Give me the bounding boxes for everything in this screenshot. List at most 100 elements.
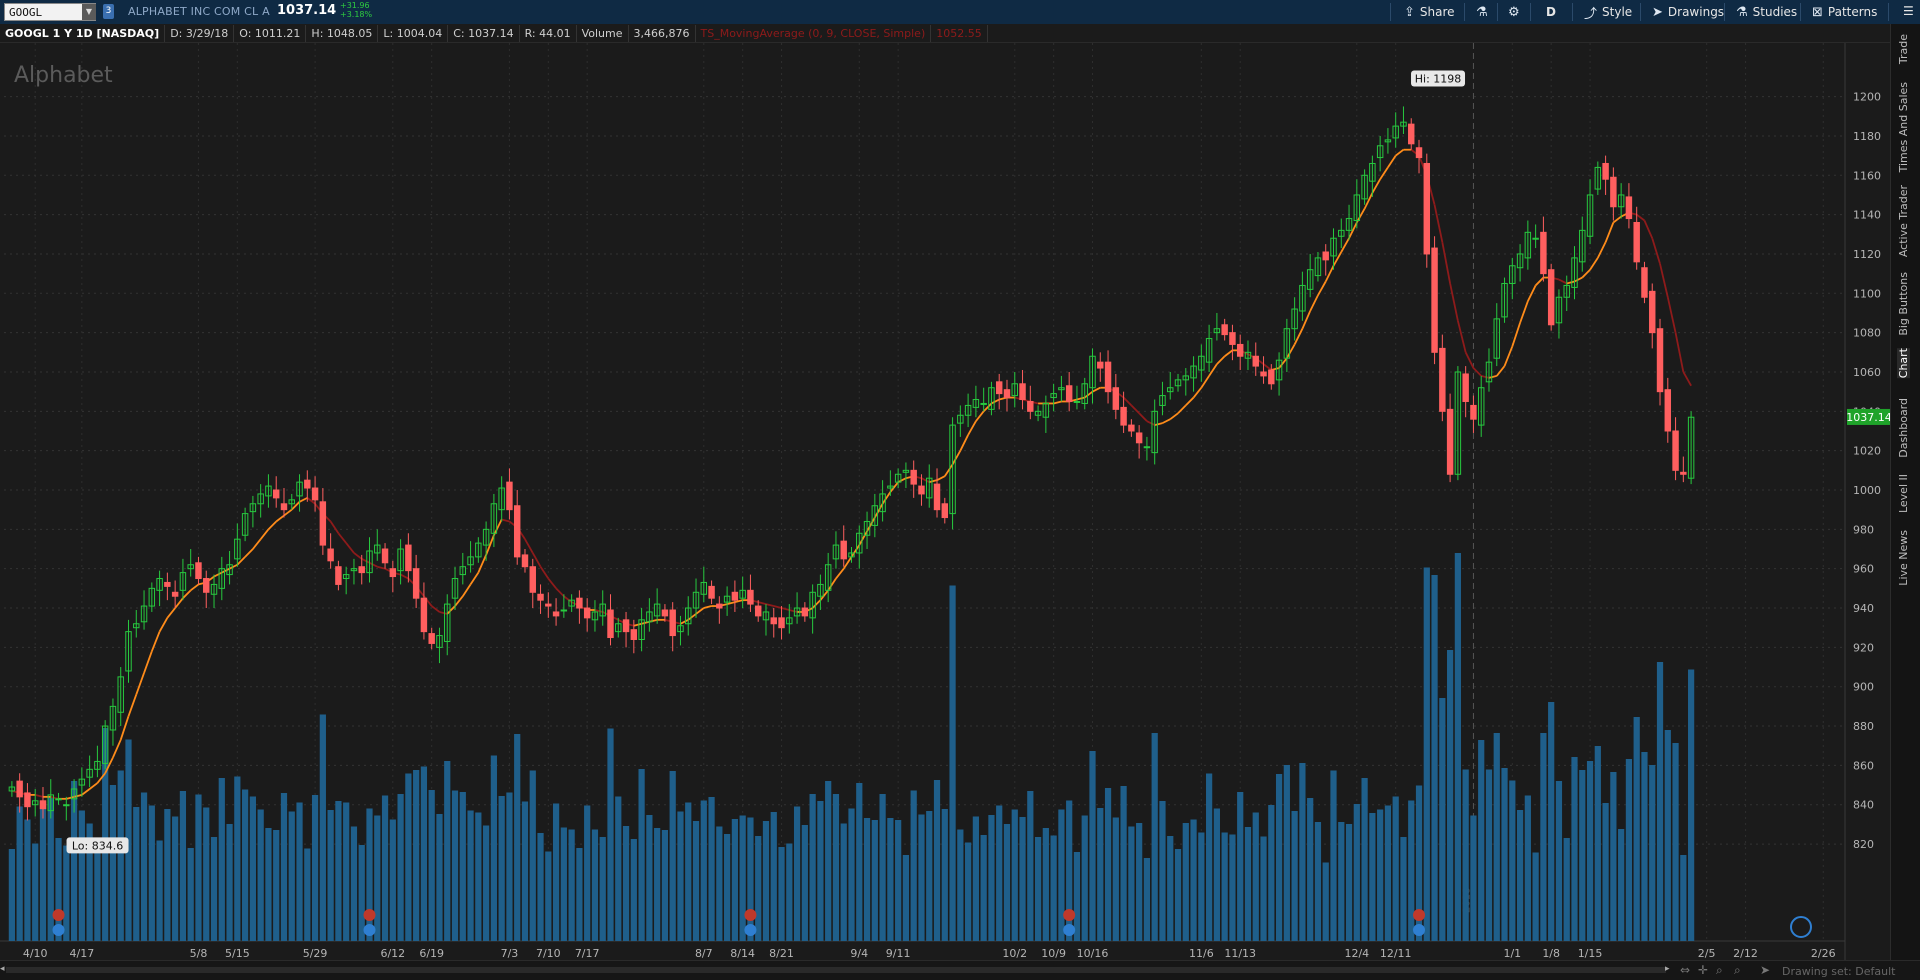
volume-bar — [1377, 809, 1384, 941]
candle-body — [210, 583, 218, 595]
price-tick-label: 1060 — [1853, 366, 1881, 379]
moving-average-segment — [446, 605, 456, 615]
study-label[interactable]: TS_MovingAverage (0, 9, CLOSE, Simple) — [696, 24, 932, 42]
candle-body — [716, 603, 723, 609]
candle-body — [1555, 296, 1563, 324]
last-price-tag-label: 1037.14 — [1846, 411, 1890, 424]
moving-average-segment — [1488, 375, 1497, 379]
volume-bar — [1579, 770, 1586, 941]
tab-live-news[interactable]: Live News — [1897, 530, 1910, 586]
candle-body — [1680, 471, 1687, 475]
volume-bar — [856, 783, 863, 941]
volume-bar — [55, 838, 62, 941]
link-color-icon[interactable]: 3 — [103, 4, 114, 19]
drawings-button[interactable]: ➤ Drawings — [1646, 2, 1730, 22]
zoom-icon[interactable]: ⌕ — [1716, 963, 1723, 977]
menu-icon[interactable]: ☰ — [1903, 4, 1914, 18]
horizontal-scrollbar[interactable] — [6, 967, 1666, 973]
volume-bar — [1190, 819, 1197, 941]
tab-trade[interactable]: Trade — [1897, 34, 1910, 65]
candle-body — [133, 623, 140, 629]
tab-chart[interactable]: Chart — [1897, 348, 1910, 379]
tab-dashboard[interactable]: Dashboard — [1897, 398, 1910, 458]
tab-active-trader[interactable]: Active Trader — [1897, 185, 1910, 258]
magnifier-icon[interactable]: ⌕ — [1734, 963, 1741, 977]
bar-close: C: 1037.14 — [448, 24, 520, 42]
volume-bar — [1649, 765, 1656, 941]
moving-average-segment — [1395, 148, 1405, 157]
volume-bar — [685, 802, 692, 941]
aggregation-button[interactable]: D — [1540, 2, 1562, 22]
moving-average-segment — [236, 556, 246, 566]
tab-times-and-sales[interactable]: Times And Sales — [1897, 82, 1910, 173]
volume-bar — [32, 843, 39, 941]
settings-button[interactable]: ⚙ — [1502, 2, 1526, 22]
price-chart[interactable]: 8208408608809009209409609801000102010401… — [0, 43, 1890, 968]
style-button[interactable]: ⤴ Style — [1578, 2, 1638, 22]
chart-area[interactable]: 8208408608809009209409609801000102010401… — [0, 43, 1890, 968]
candle-body — [1268, 369, 1275, 385]
date-tick-label: 11/6 — [1189, 947, 1214, 960]
candle-body — [319, 501, 327, 546]
moving-average-segment — [190, 583, 200, 592]
volume-bar — [514, 734, 521, 941]
candle-body — [1252, 355, 1259, 367]
moving-average-segment — [431, 605, 441, 613]
candle-body — [1190, 365, 1197, 379]
candle-body — [1431, 247, 1438, 353]
candle-body — [467, 556, 474, 566]
scroll-right-icon[interactable]: ▸ — [1665, 964, 1670, 974]
price-tick-label: 1180 — [1853, 130, 1881, 143]
volume-bar — [366, 808, 373, 941]
volume-bar — [1322, 862, 1329, 941]
volume-bar — [1594, 746, 1601, 941]
candle-body — [39, 800, 47, 810]
tab-big-buttons[interactable]: Big Buttons — [1897, 272, 1910, 336]
scroll-left-icon[interactable]: ◂ — [0, 964, 5, 974]
moving-average-segment — [1643, 220, 1654, 239]
volume-bar — [996, 805, 1003, 941]
volume-bar — [1345, 824, 1353, 941]
tab-level-ii[interactable]: Level II — [1897, 474, 1910, 514]
candle-body — [1167, 387, 1174, 393]
volume-bar — [793, 806, 801, 941]
crosshair-icon[interactable]: ✛ — [1698, 963, 1709, 977]
moving-average-segment — [34, 794, 44, 798]
volume-bar — [327, 810, 334, 941]
date-tick-label: 2/26 — [1811, 947, 1836, 960]
volume-bar — [1136, 823, 1143, 941]
moving-average-segment — [1332, 251, 1343, 267]
volume-bar — [1610, 772, 1617, 941]
volume-bar — [1244, 827, 1252, 941]
candle-body — [1415, 147, 1423, 159]
patterns-button[interactable]: ⊠ Patterns — [1806, 2, 1883, 22]
volume-bar — [280, 793, 288, 941]
price-tick-label: 900 — [1853, 681, 1874, 694]
bar-low: L: 1004.04 — [378, 24, 449, 42]
share-button[interactable]: ⇪ Share — [1398, 2, 1461, 22]
zoom-fit-icon[interactable]: ⇔ — [1680, 963, 1691, 977]
moving-average-segment — [991, 398, 1000, 405]
moving-average-segment — [1682, 371, 1692, 387]
symbol-input[interactable]: GOOGL — [4, 3, 96, 21]
moving-average-segment — [306, 497, 316, 505]
studies-button[interactable]: ⚗ Studies — [1730, 2, 1803, 22]
pointer-icon[interactable]: ➤ — [1760, 963, 1771, 977]
moving-average-segment — [1519, 300, 1529, 324]
candle-body — [638, 619, 645, 640]
moving-average-segment — [1496, 365, 1506, 377]
volume-bar — [1268, 805, 1275, 941]
candle-body — [1664, 389, 1672, 432]
price-tick-label: 1000 — [1853, 484, 1881, 497]
flask-button[interactable]: ⚗ — [1470, 2, 1494, 22]
candle-body — [1151, 410, 1158, 454]
candle-body — [1586, 194, 1594, 237]
moving-average-segment — [89, 782, 98, 790]
volume-bar — [273, 830, 280, 941]
volume-bar — [1128, 826, 1135, 941]
volume-bar — [1369, 813, 1376, 941]
drawing-set-label[interactable]: Drawing set: Default — [1782, 965, 1896, 978]
candle-body — [280, 503, 288, 511]
moving-average-segment — [1309, 294, 1319, 312]
symbol-dropdown-icon[interactable]: ▼ — [82, 4, 96, 20]
